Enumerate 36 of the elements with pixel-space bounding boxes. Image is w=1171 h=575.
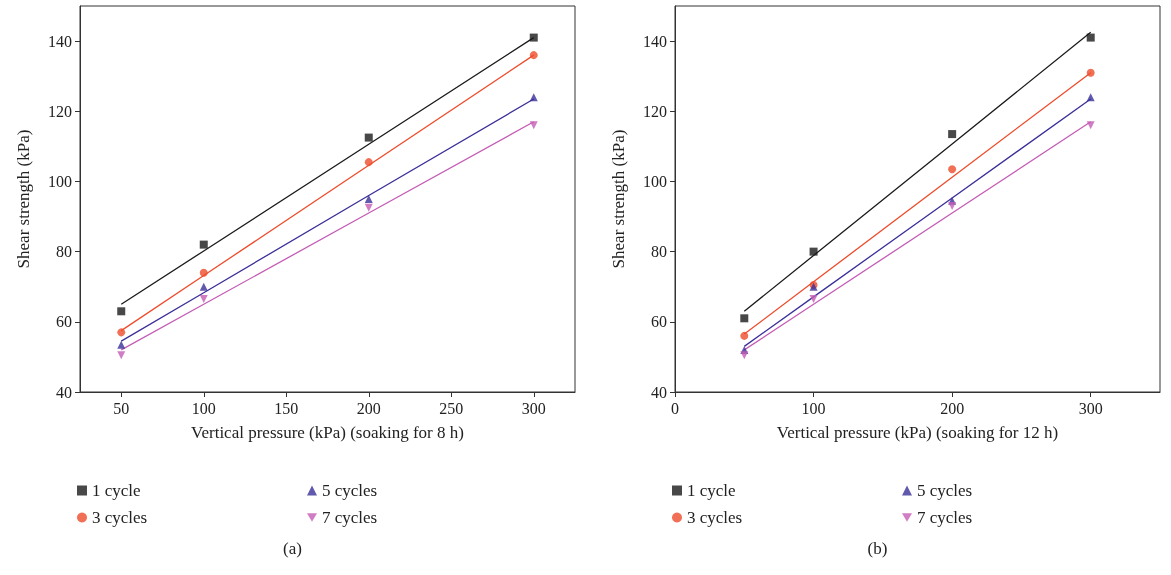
x-tick-label: 200 [356, 399, 381, 417]
legend-label: 5 cycles [322, 481, 378, 500]
y-tick-label: 80 [651, 243, 667, 261]
x-tick-label: 250 [439, 399, 464, 417]
text: (b) [867, 539, 888, 558]
x-tick-label: 300 [521, 399, 546, 417]
y-tick-label: 80 [56, 243, 72, 261]
y-tick-label: 40 [56, 383, 72, 401]
legend-label: 3 cycles [687, 508, 743, 527]
x-tick-label: 100 [801, 399, 826, 417]
y-tick-label: 100 [643, 172, 667, 190]
legend-label: 7 cycles [322, 508, 378, 527]
x-tick-label: 200 [940, 399, 965, 417]
x-tick-label: 300 [1078, 399, 1103, 417]
x-tick-label: 50 [113, 399, 130, 417]
legend-label: 3 cycles [92, 508, 148, 527]
y-tick-label: 140 [48, 32, 72, 50]
x-tick-label: 100 [191, 399, 216, 417]
y-tick-label: 120 [643, 102, 667, 120]
y-tick-label: 60 [56, 313, 72, 331]
y-tick-label: 140 [643, 32, 667, 50]
text: (a) [283, 539, 302, 558]
legend-label: 1 cycle [92, 481, 141, 500]
x-axis-title: Vertical pressure (kPa) (soaking for 8 h) [191, 423, 464, 442]
y-tick-label: 120 [48, 102, 72, 120]
x-tick-label: 0 [671, 399, 679, 417]
y-axis-title: Shear strength (kPa) [14, 129, 33, 269]
y-axis-title: Shear strength (kPa) [609, 129, 628, 269]
x-axis-title: Vertical pressure (kPa) (soaking for 12 h) [776, 423, 1059, 442]
x-tick-label: 150 [274, 399, 299, 417]
y-tick-label: 60 [651, 313, 667, 331]
y-tick-label: 40 [651, 383, 667, 401]
legend-label: 5 cycles [917, 481, 973, 500]
legend-label: 7 cycles [917, 508, 973, 527]
y-tick-label: 100 [48, 172, 72, 190]
legend-label: 1 cycle [687, 481, 736, 500]
